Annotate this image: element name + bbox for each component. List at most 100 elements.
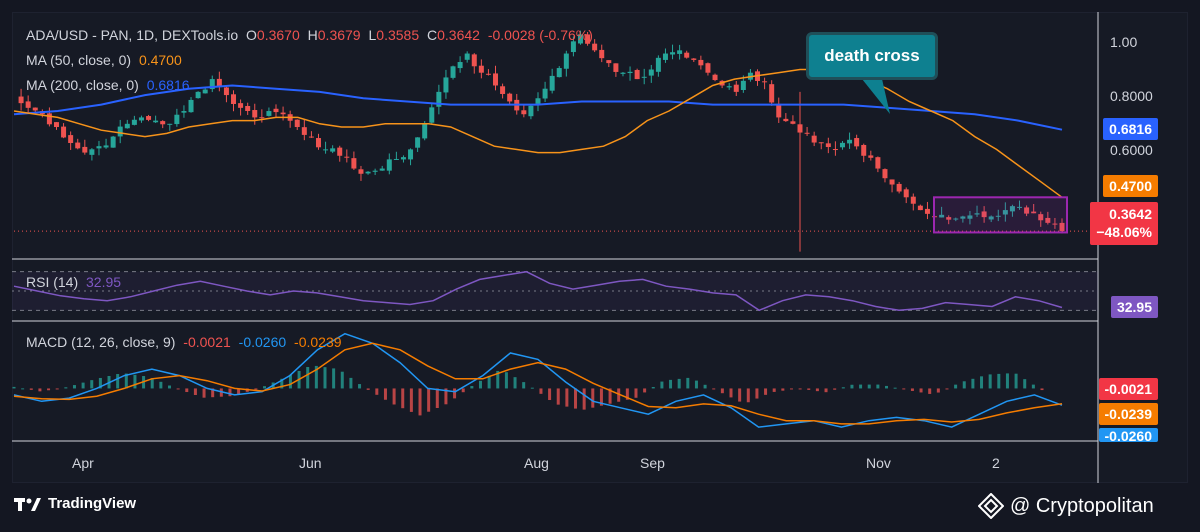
ma50-price-tag: 0.4700 [1103, 175, 1158, 197]
macd-histogram-bar [928, 388, 932, 394]
candle-body [32, 107, 38, 111]
macd-histogram-bar [12, 386, 16, 389]
candle-body [223, 87, 229, 96]
candle-body [1002, 210, 1008, 215]
candle-body [46, 113, 52, 125]
candle-body [301, 127, 307, 135]
macd-histogram-bar [176, 388, 180, 390]
candle-body [599, 49, 605, 59]
candle-body [726, 86, 732, 88]
ma50-value: 0.4700 [138, 52, 182, 68]
macd-histogram-bar [349, 377, 353, 389]
candle-body [861, 144, 867, 156]
candle-body [677, 50, 683, 54]
candle-body [988, 216, 994, 220]
candle-body [790, 121, 796, 124]
candle-body [408, 149, 414, 160]
macd-histogram-bar [55, 388, 59, 390]
ma50-line [13, 68, 1063, 198]
open-label: O [246, 27, 257, 43]
macd-histogram-bar [781, 388, 785, 391]
candle-body [1017, 206, 1023, 208]
macd-histogram-bar [530, 387, 534, 389]
candle-body [493, 73, 499, 86]
macd-histogram-bar [513, 377, 517, 389]
candle-body [903, 189, 909, 198]
macd-histogram-bar [841, 387, 845, 389]
macd-histogram-bar [72, 385, 76, 389]
macd-histogram-bar [910, 388, 914, 391]
candle-body [216, 78, 222, 88]
credit-text: @ Cryptopolitan [1010, 494, 1154, 517]
high-value: 0.3679 [317, 27, 361, 43]
macd-histogram-bar [807, 388, 811, 390]
candle-body [733, 84, 739, 92]
macd-histogram-bar [47, 388, 51, 391]
death-cross-text: death cross [824, 46, 920, 65]
macd-histogram-bar [885, 385, 889, 389]
ma50-label: MA (50, close, 0) [26, 52, 132, 68]
macd-histogram-bar [954, 384, 958, 389]
macd-histogram-bar [133, 374, 137, 389]
candle-body [25, 101, 31, 108]
macd-histogram-bar [288, 374, 292, 389]
macd-histogram-bar [738, 388, 742, 402]
macd-hist-value: -0.0021 [183, 334, 231, 350]
candle-body [549, 75, 555, 91]
macd-histogram-bar [366, 388, 370, 390]
brand-name: TradingView [48, 495, 137, 512]
candle-body [315, 138, 321, 148]
macd-histogram-bar [228, 388, 232, 397]
candle-body [294, 119, 300, 128]
candle-body [308, 136, 314, 138]
candle-body [160, 121, 166, 125]
x-tick-label: 2 [992, 455, 1000, 471]
candle-body [18, 96, 24, 104]
macd-histogram-bar [306, 367, 310, 389]
candle-body [917, 205, 923, 211]
macd-histogram-bar [625, 388, 629, 400]
macd-histogram-bar [712, 388, 716, 390]
candle-body [202, 89, 208, 94]
candle-body [655, 57, 661, 72]
macd-histogram-bar [720, 388, 724, 394]
candle-body [75, 142, 81, 149]
macd-histogram-bar [444, 388, 448, 405]
candle-body [471, 54, 477, 67]
candle-body [670, 52, 676, 55]
candle-body [365, 171, 371, 174]
candle-body [89, 149, 95, 155]
candle-body [606, 60, 612, 64]
macd-histogram-bar [1040, 388, 1044, 391]
cryptopolitan-credit: @ Cryptopolitan [978, 493, 1154, 519]
candle-body [131, 119, 137, 125]
open-value: 0.3670 [256, 27, 300, 43]
ma200-price-tag: 0.6816 [1103, 118, 1158, 140]
macd-histogram-bar [392, 388, 396, 405]
x-tick-label: Nov [866, 455, 891, 471]
macd-legend: MACD (12, 26, close, 9) -0.0021 -0.0260 … [26, 334, 346, 350]
macd-histogram-bar [237, 388, 241, 395]
candle-body [613, 63, 619, 72]
last-price-tag: 0.3642 −48.06% [1090, 202, 1158, 245]
candle-body [691, 58, 697, 60]
candle-body [804, 132, 810, 134]
callout-pointer [862, 79, 890, 114]
candle-body [1038, 214, 1044, 221]
macd-histogram-bar [617, 388, 621, 402]
macd-histogram-bar [211, 388, 215, 398]
macd-histogram-bar [651, 387, 655, 389]
macd-histogram-bar [185, 388, 189, 393]
candle-body [627, 71, 633, 74]
macd-histogram-bar [608, 388, 612, 404]
macd-histogram-bar [755, 388, 759, 399]
x-tick-label: Sep [640, 455, 665, 471]
candle-body [464, 53, 470, 60]
candle-body [839, 142, 845, 148]
macd-hist-tag: -0.0021 [1098, 378, 1158, 400]
macd-histogram-bar [643, 388, 647, 393]
candle-body [457, 62, 463, 69]
macd-histogram-bar [504, 372, 508, 389]
macd-histogram-bar [487, 375, 491, 389]
macd-histogram-bar [859, 384, 863, 389]
